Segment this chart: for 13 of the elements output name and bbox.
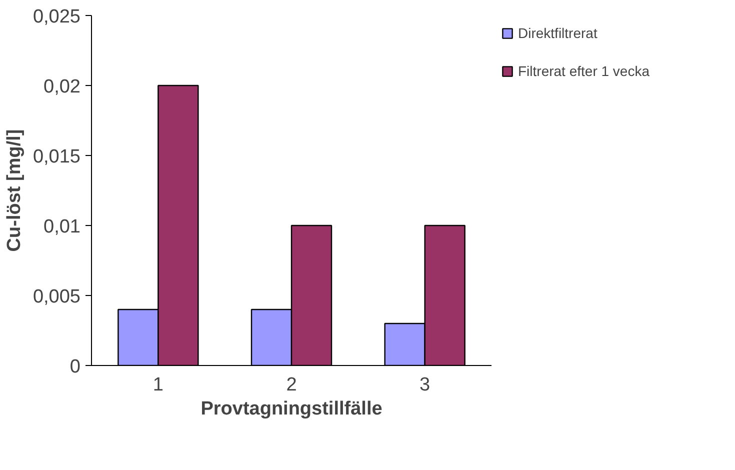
x-tick-label: 3	[420, 374, 430, 396]
y-tick-label: 0	[70, 356, 81, 378]
y-tick-label: 0,015	[32, 146, 80, 168]
x-tick-label: 1	[152, 374, 164, 396]
y-tick-label: 0,02	[44, 76, 81, 98]
x-tick-label: 2	[286, 374, 297, 396]
y-tick-label: 0,025	[32, 6, 80, 28]
legend-label: Direktfiltrerat	[518, 25, 598, 41]
y-tick-label: 0,01	[44, 216, 81, 238]
y-axis-title: Cu-löst [mg/l]	[4, 129, 25, 252]
y-tick-label: 0,005	[32, 286, 80, 308]
legend-label: Filtrerat efter 1 vecka	[518, 63, 650, 79]
x-axis-title: Provtagningstillfälle	[200, 398, 382, 420]
